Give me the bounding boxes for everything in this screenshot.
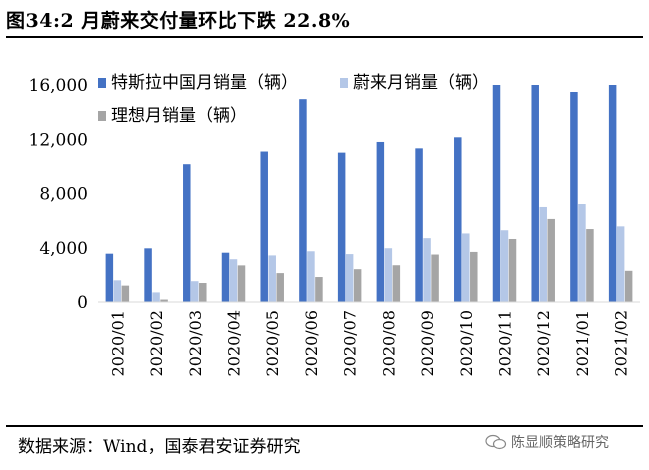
watermark-text: 陈显顺策略研究 [511,435,609,451]
x-tick-label: 2020/04 [225,310,244,376]
x-tick-label: 2021/01 [573,310,592,376]
legend-label: 理想月销量（辆） [111,106,247,126]
bar-tesla-2020-04 [221,252,230,302]
x-tick-label: 2020/06 [302,310,321,376]
y-tick-label: 4,000 [39,239,88,259]
bar-tesla-2020-09 [415,148,423,302]
bar-tesla-2020-11 [492,85,501,302]
bar-nio-2020-12 [539,206,547,302]
legend-swatch [340,78,348,88]
x-tick-label: 2020/10 [457,310,476,376]
bar-tesla-2020-03 [183,164,191,302]
bar-nio-2020-03 [191,281,199,302]
x-tick-label: 2021/02 [612,310,631,376]
x-tick-label: 2020/01 [108,310,127,376]
bar-nio-2020-10 [462,233,470,302]
x-tick-label: 2020/08 [379,310,398,376]
bar-li-2020-05 [276,273,284,302]
bar-li-2020-08 [392,265,401,302]
bar-tesla-2021-02 [608,85,617,302]
legend-swatch [98,78,106,88]
bar-nio-2021-01 [578,204,586,302]
bar-li-2021-01 [586,229,594,302]
bar-nio-2020-02 [152,292,160,302]
bar-li-2020-03 [199,283,207,302]
bar-nio-2020-07 [345,254,354,302]
source-divider [6,425,643,427]
bar-nio-2020-01 [113,280,122,302]
legend-label: 蔚来月销量（辆） [353,73,489,93]
bar-li-2020-09 [431,254,439,302]
bar-tesla-2020-07 [337,152,346,302]
bar-tesla-2020-06 [299,99,307,303]
bar-nio-2020-09 [423,238,431,302]
x-tick-label: 2020/07 [341,310,360,376]
bar-nio-2020-05 [268,255,276,302]
bar-tesla-2020-10 [454,137,462,302]
bar-tesla-2020-05 [260,151,268,302]
title-underline [6,36,643,38]
y-tick-label: 12,000 [29,130,88,150]
bar-li-2020-01 [121,285,130,302]
watermark: 陈显顺策略研究 [485,432,609,452]
bar-li-2020-10 [470,251,478,302]
bar-nio-2020-06 [307,251,315,302]
bar-li-2020-02 [160,299,168,302]
bar-li-2020-11 [508,238,517,302]
x-tick-label: 2020/11 [496,310,515,376]
bar-nio-2020-08 [384,248,393,302]
bar-tesla-2020-08 [376,141,385,302]
x-tick-label: 2020/03 [186,310,205,376]
y-tick-label: 8,000 [39,185,88,205]
y-tick-label: 16,000 [29,76,88,96]
x-tick-label: 2020/12 [534,310,553,376]
bar-nio-2020-04 [229,259,238,302]
legend-swatch [98,111,106,121]
bar-tesla-2020-02 [144,248,152,302]
chart-title: 图34:2 月蔚来交付量环比下跌 22.8% [6,10,351,32]
bar-li-2020-04 [237,265,246,302]
bar-li-2020-06 [315,277,323,302]
bar-tesla-2020-01 [105,253,114,302]
y-tick-label: 0 [77,293,88,313]
bar-li-2020-12 [547,218,555,302]
bar-li-2020-07 [353,269,362,302]
bar-nio-2021-02 [616,226,625,302]
x-tick-label: 2020/02 [147,310,166,376]
legend-label: 特斯拉中国月销量（辆） [111,73,298,93]
bar-nio-2020-11 [500,230,509,302]
x-tick-label: 2020/09 [418,310,437,376]
source-note: 数据来源：Wind，国泰君安证券研究 [18,437,301,457]
wechat-icon [485,434,507,450]
x-tick-label: 2020/05 [263,310,282,376]
bar-tesla-2020-12 [531,85,539,302]
bar-li-2021-02 [624,270,633,302]
bar-tesla-2021-01 [570,91,578,302]
